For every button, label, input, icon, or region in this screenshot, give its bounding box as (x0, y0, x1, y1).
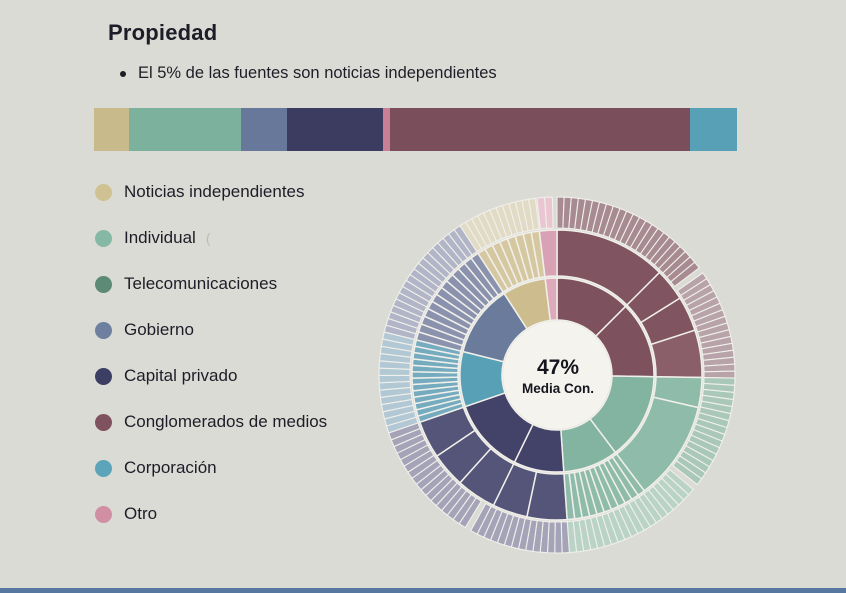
bar-segment-individual[interactable] (128, 108, 241, 151)
summary-text: El 5% de las fuentes son noticias indepe… (138, 64, 497, 82)
bar-segment-corporaci-n[interactable] (690, 108, 737, 151)
legend-label: Otro (124, 504, 158, 523)
legend-item-corporaci-n[interactable]: Corporación (95, 458, 217, 478)
sunburst-outer-slice-individual[interactable] (672, 459, 703, 486)
legend-label: Telecomunicaciones (124, 274, 278, 293)
legend-dot-icon (95, 321, 112, 339)
sunburst-outer-slice-conglomerados-de-medios[interactable] (703, 370, 736, 379)
legend-item-otro[interactable]: Otro (95, 504, 157, 524)
legend-dot-icon (95, 275, 112, 293)
legend-dot-icon (95, 413, 112, 431)
sunburst-outer-slice-corporacion[interactable] (378, 374, 411, 384)
legend-dot-icon (95, 183, 112, 201)
legend-item-individual[interactable]: Individual ( (95, 228, 211, 248)
page-title: Propiedad (108, 20, 218, 45)
bar-segment-conglomerados-de-medios[interactable] (389, 108, 690, 151)
bar-segment-capital-privado[interactable] (286, 108, 383, 151)
ownership-stacked-bar (94, 108, 737, 151)
sunburst-outer-slice-capital-privado[interactable] (469, 502, 492, 535)
bar-segment-noticias-independientes[interactable] (94, 108, 129, 151)
legend-item-noticias-independientes[interactable]: Noticias independientes (95, 182, 305, 202)
legend-item-capital-privado[interactable]: Capital privado (95, 366, 237, 386)
legend-dot-icon (95, 229, 112, 247)
ownership-sunburst-chart (378, 196, 736, 554)
legend-dot-icon (95, 459, 112, 477)
legend-label: Noticias independientes (124, 182, 305, 201)
legend-label: Gobierno (124, 320, 194, 339)
legend-label: Capital privado (124, 366, 238, 385)
legend-dot-icon (95, 505, 112, 523)
ownership-sunburst (368, 186, 748, 566)
sunburst-outer-slice-conglomerados-de-medios[interactable] (669, 261, 700, 288)
legend-dot-icon (95, 367, 112, 385)
sunburst-outer-slice-otro[interactable] (543, 196, 554, 229)
sunburst-outer-slice-noticias-independientes[interactable] (528, 197, 540, 231)
sunburst-center-circle (503, 321, 611, 429)
legend-label: Individual (124, 228, 196, 247)
sunburst-inner-slice-otro[interactable] (544, 277, 558, 322)
summary-bullet: El 5% de las fuentes son noticias indepe… (120, 64, 497, 83)
legend-item-gobierno[interactable]: Gobierno (95, 320, 194, 340)
legend-item-telecomunicaciones[interactable]: Telecomunicaciones (95, 274, 277, 294)
bullet-dot-icon (120, 70, 126, 77)
bar-segment-gobierno[interactable] (240, 108, 287, 151)
sunburst-outer-slice-conglomerados-de-medios[interactable] (703, 363, 736, 373)
legend-label: Corporación (124, 458, 217, 477)
legend-label: Conglomerados de medios (124, 412, 328, 431)
sunburst-outer-slice-capital-privado[interactable] (554, 521, 563, 554)
legend-label-suffix-mark: ( (205, 230, 211, 246)
footer-accent-bar (0, 588, 846, 593)
legend-item-conglomerados-de-medios[interactable]: Conglomerados de medios (95, 412, 327, 432)
bar-segment-otro[interactable] (382, 108, 390, 151)
sunburst-middle-slice-otro[interactable] (538, 229, 558, 278)
